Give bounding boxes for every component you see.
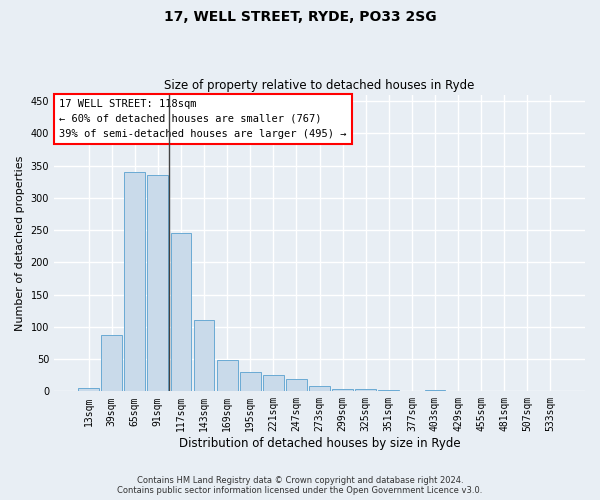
Title: Size of property relative to detached houses in Ryde: Size of property relative to detached ho…: [164, 79, 475, 92]
Text: 17 WELL STREET: 118sqm
← 60% of detached houses are smaller (767)
39% of semi-de: 17 WELL STREET: 118sqm ← 60% of detached…: [59, 99, 347, 138]
Bar: [78, 388, 99, 392]
Text: 17, WELL STREET, RYDE, PO33 2SG: 17, WELL STREET, RYDE, PO33 2SG: [164, 10, 436, 24]
Bar: [425, 390, 445, 392]
Bar: [286, 379, 307, 392]
Text: Contains HM Land Registry data © Crown copyright and database right 2024.
Contai: Contains HM Land Registry data © Crown c…: [118, 476, 482, 495]
Bar: [332, 389, 353, 392]
Bar: [379, 390, 399, 392]
Bar: [124, 172, 145, 392]
X-axis label: Distribution of detached houses by size in Ryde: Distribution of detached houses by size …: [179, 437, 460, 450]
Bar: [170, 234, 191, 392]
Bar: [309, 386, 330, 392]
Bar: [401, 390, 422, 392]
Bar: [240, 372, 260, 392]
Bar: [263, 375, 284, 392]
Bar: [101, 334, 122, 392]
Bar: [217, 360, 238, 392]
Bar: [148, 175, 168, 392]
Y-axis label: Number of detached properties: Number of detached properties: [15, 156, 25, 330]
Bar: [194, 320, 214, 392]
Bar: [355, 390, 376, 392]
